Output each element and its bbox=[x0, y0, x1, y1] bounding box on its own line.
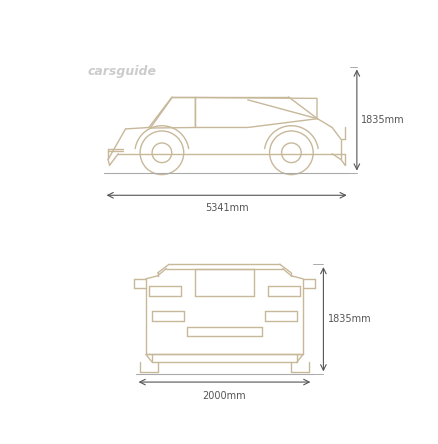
Text: carsguide: carsguide bbox=[88, 65, 157, 78]
Text: 5341mm: 5341mm bbox=[205, 202, 248, 213]
Text: 1835mm: 1835mm bbox=[361, 115, 405, 125]
Text: 2000mm: 2000mm bbox=[203, 391, 246, 401]
Text: 1835mm: 1835mm bbox=[328, 314, 371, 324]
